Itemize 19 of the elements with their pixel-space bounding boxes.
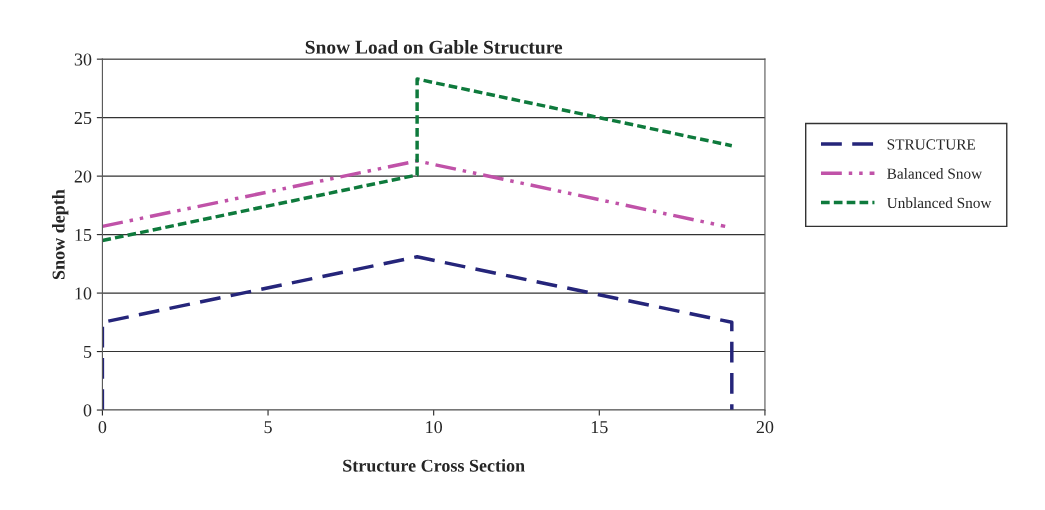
x-tick-label: 15 xyxy=(591,421,608,434)
y-tick-label: 0 xyxy=(83,404,92,417)
x-axis-title: Structure Cross Section xyxy=(343,459,525,472)
legend-label: Unblanced Snow xyxy=(887,197,992,209)
y-tick-label: 5 xyxy=(84,346,92,358)
legend-label: STRUCTURE xyxy=(887,139,976,150)
chart-title: Snow Load on Gable Structure xyxy=(305,40,563,54)
x-tick-label: 0 xyxy=(98,420,107,434)
y-tick-label: 25 xyxy=(74,111,92,125)
x-tick-label: 20 xyxy=(756,420,774,434)
y-tick-label: 15 xyxy=(75,228,92,242)
line-series xyxy=(102,77,734,243)
y-tick-label: 30 xyxy=(74,53,92,66)
x-tick-label: 5 xyxy=(264,421,272,434)
y-tick-label: 10 xyxy=(75,287,92,300)
y-tick-label: 20 xyxy=(74,170,92,183)
legend-label: Balanced Snow xyxy=(887,168,983,179)
y-axis-title: Snow depth xyxy=(52,189,69,280)
x-tick-label: 10 xyxy=(426,420,443,434)
